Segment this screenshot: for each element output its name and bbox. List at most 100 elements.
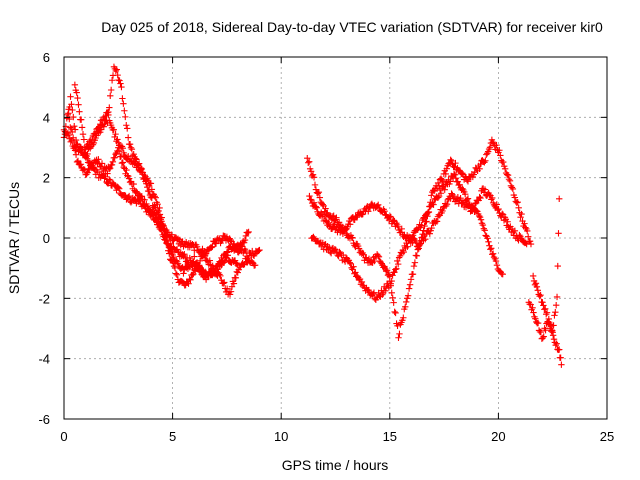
data-point	[550, 322, 557, 329]
data-point	[549, 329, 556, 336]
data-point	[306, 192, 313, 200]
data-point	[522, 224, 529, 231]
data-point	[230, 240, 237, 247]
data-point	[464, 178, 472, 185]
data-point	[255, 247, 262, 254]
data-point	[117, 153, 125, 160]
data-point	[92, 130, 99, 138]
data-point	[143, 200, 150, 208]
data-point	[443, 200, 451, 208]
data-point	[400, 314, 407, 321]
data-point	[407, 276, 415, 283]
data-point	[555, 230, 562, 237]
data-point	[182, 282, 189, 289]
data-point	[375, 253, 383, 260]
data-point	[387, 213, 395, 221]
data-point	[74, 157, 82, 165]
data-point	[119, 159, 127, 166]
data-point	[534, 287, 542, 294]
x-tick-label: 10	[274, 429, 288, 444]
data-point	[79, 130, 87, 138]
data-point	[89, 163, 97, 171]
data-point	[501, 165, 509, 173]
data-point	[557, 354, 564, 361]
data-point	[122, 113, 129, 121]
data-point	[394, 260, 402, 268]
data-point	[536, 292, 543, 300]
data-point	[500, 158, 507, 166]
data-point	[186, 275, 193, 283]
data-point	[81, 166, 88, 174]
data-point	[452, 174, 460, 182]
data-point	[499, 210, 506, 218]
data-point	[223, 285, 231, 292]
data-point	[551, 312, 558, 319]
data-point	[527, 301, 534, 308]
data-point	[115, 76, 122, 84]
data-point	[405, 285, 413, 292]
data-point	[143, 180, 150, 187]
data-point	[418, 222, 425, 229]
data-point	[524, 227, 531, 235]
data-point	[477, 194, 484, 202]
data-point	[423, 218, 430, 225]
data-point	[506, 177, 514, 184]
data-point	[139, 170, 146, 178]
data-point	[245, 228, 252, 236]
data-point	[305, 158, 313, 165]
data-point	[125, 193, 132, 201]
data-point	[556, 346, 563, 353]
data-point	[104, 170, 111, 177]
x-tick-label: 20	[491, 429, 505, 444]
grid-layer	[64, 57, 607, 419]
series-sat-track-D	[71, 81, 241, 283]
data-point	[310, 199, 318, 206]
data-point	[76, 108, 83, 115]
data-point	[529, 304, 536, 312]
data-point	[223, 249, 231, 256]
data-point	[121, 191, 128, 199]
data-point	[375, 201, 382, 208]
data-point	[450, 170, 458, 178]
data-point	[540, 333, 547, 340]
data-point	[504, 171, 512, 179]
data-point	[503, 171, 511, 178]
data-point	[118, 83, 125, 91]
data-point	[495, 205, 502, 213]
data-point	[220, 280, 227, 287]
data-point	[554, 262, 561, 270]
x-axis-label: GPS time / hours	[282, 457, 389, 473]
data-point	[221, 279, 228, 286]
data-point	[522, 239, 529, 247]
data-point	[166, 243, 174, 251]
data-point	[371, 257, 378, 265]
data-point	[489, 138, 497, 146]
data-point	[540, 302, 547, 309]
data-point	[485, 238, 492, 246]
data-point	[126, 140, 134, 148]
data-point	[464, 195, 472, 202]
data-point	[546, 319, 553, 326]
data-point	[346, 221, 354, 228]
data-point	[112, 67, 120, 75]
data-point	[163, 233, 171, 240]
data-point	[224, 252, 232, 259]
data-point	[404, 243, 411, 250]
data-point	[236, 247, 243, 255]
data-point	[185, 280, 192, 287]
data-point	[102, 173, 109, 180]
data-point	[106, 176, 113, 183]
data-point	[112, 150, 119, 158]
data-point	[78, 124, 86, 131]
data-point	[558, 361, 565, 368]
data-point	[86, 166, 93, 173]
data-point	[230, 280, 238, 287]
data-point	[319, 201, 326, 208]
data-point	[394, 322, 401, 330]
data-point	[517, 213, 524, 221]
data-point	[426, 230, 434, 237]
data-point	[227, 288, 235, 295]
data-point	[234, 269, 241, 276]
data-point	[106, 165, 113, 173]
data-point	[240, 239, 248, 246]
